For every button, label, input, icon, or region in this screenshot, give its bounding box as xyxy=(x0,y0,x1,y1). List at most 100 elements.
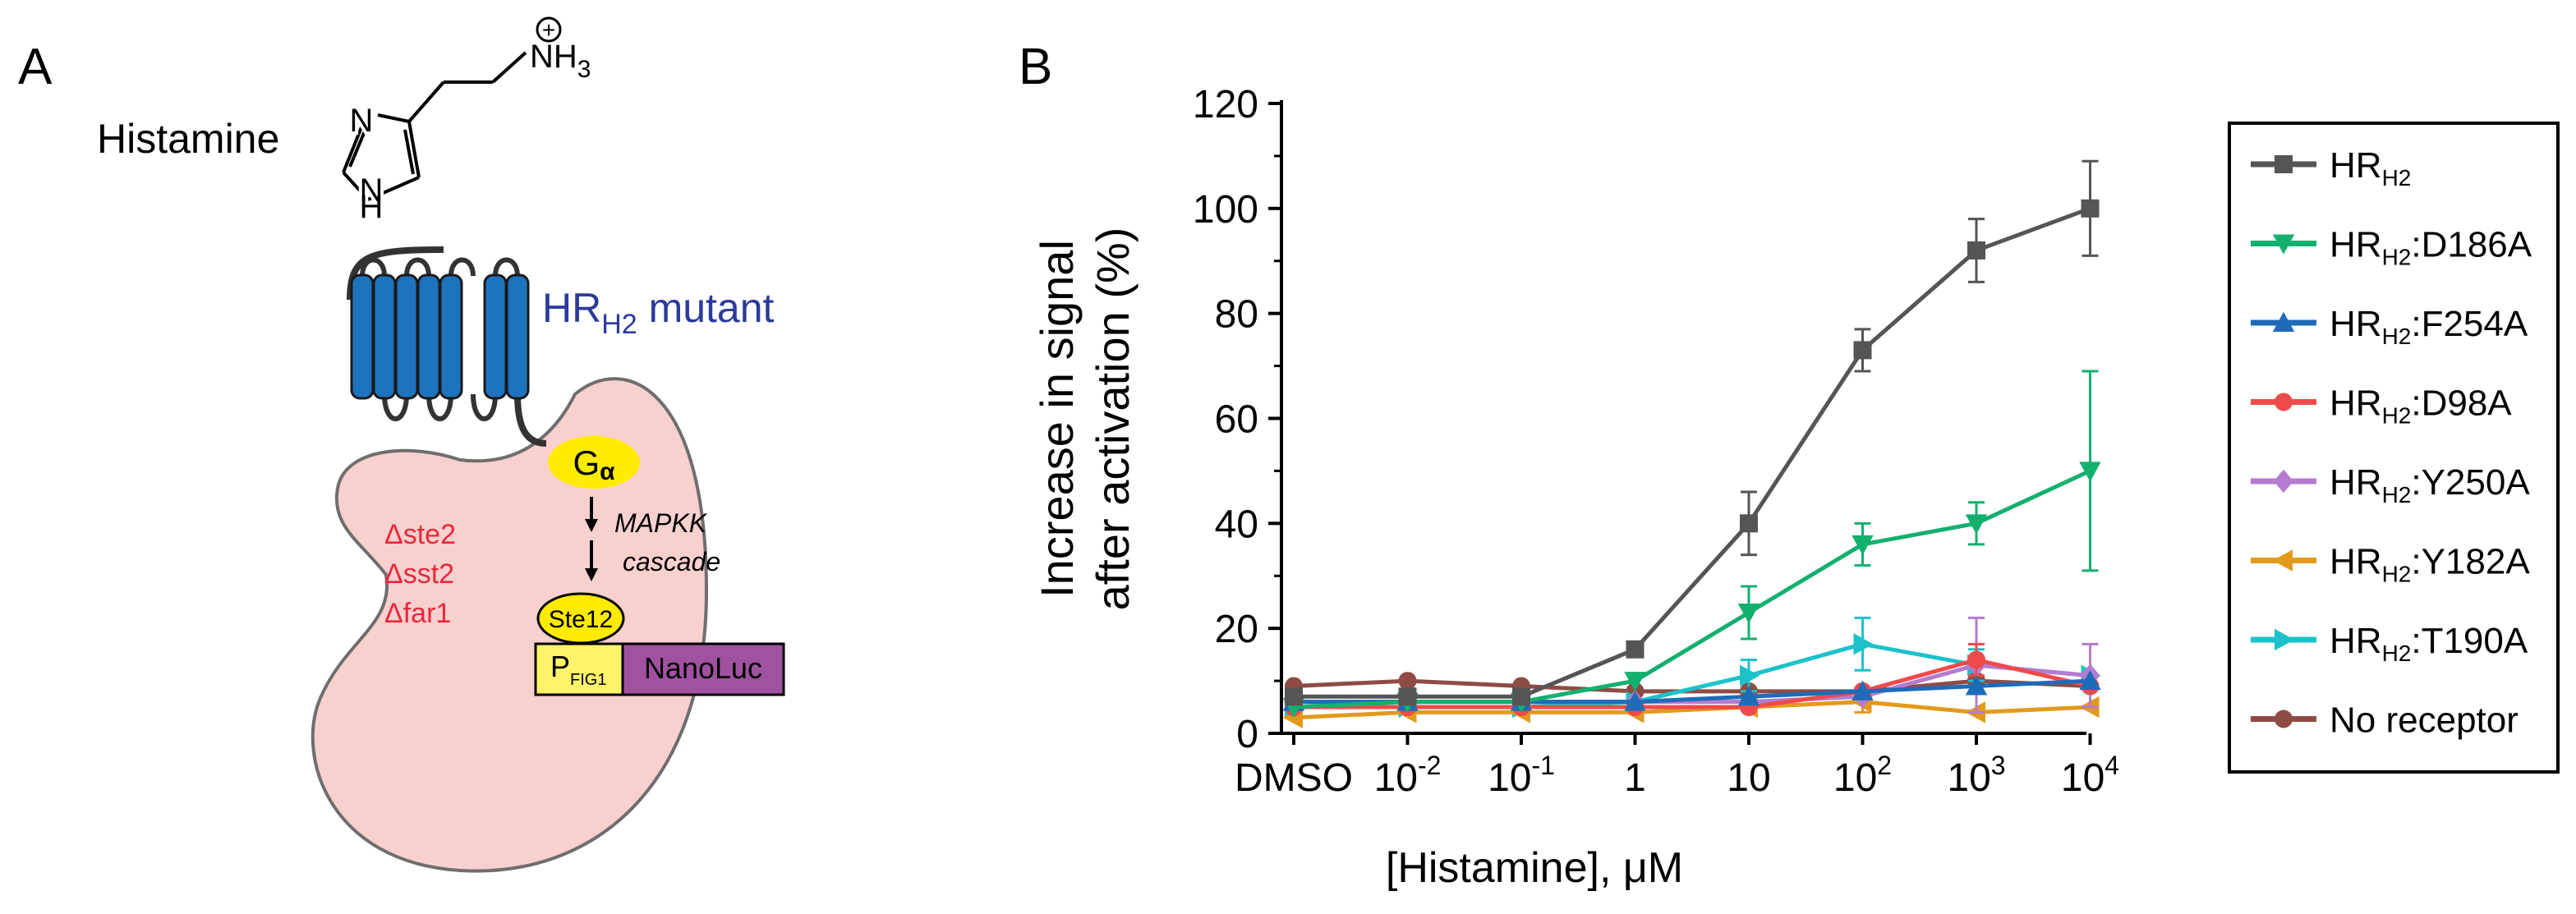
x-tick-label: 10-2 xyxy=(1374,751,1442,800)
y-tick-label: 0 xyxy=(1236,713,1258,756)
x-tick-label: 104 xyxy=(2061,751,2119,800)
deletion-sst2: Δsst2 xyxy=(384,558,454,590)
legend-item-hrh2: HRH2 xyxy=(2251,145,2411,191)
series-line-d98a xyxy=(1294,657,2091,710)
x-tick-label: DMSO xyxy=(1235,756,1353,800)
data-point-d186a xyxy=(1737,603,1760,624)
data-point-hrh2 xyxy=(1740,514,1758,533)
chart-series xyxy=(1282,159,2101,729)
data-point-hrh2 xyxy=(1285,687,1303,706)
series-hrh2 xyxy=(1285,159,2100,706)
legend-item-f254a: HRH2:F254A xyxy=(2251,304,2528,349)
receptor-subscript: H2 xyxy=(601,309,637,340)
ste12-label: Ste12 xyxy=(549,606,613,633)
panel-a-label: A xyxy=(18,39,53,95)
receptor-suffix: mutant xyxy=(637,285,775,331)
ring-h: H xyxy=(360,189,384,225)
deletion-far1: Δfar1 xyxy=(384,598,451,629)
positive-charge: + xyxy=(542,17,555,43)
data-point-hrh2 xyxy=(1853,341,1872,360)
y-tick-label: 20 xyxy=(1215,608,1258,651)
ring-n-bottom: N xyxy=(360,172,384,209)
y-axis-title: Increase in signal after activation (%) xyxy=(1031,227,1138,611)
legend-label: HRH2:D98A xyxy=(2330,384,2512,429)
y-tick-label: 80 xyxy=(1215,293,1258,337)
x-tick-label: 103 xyxy=(1947,751,2005,800)
chart-axes: 0 20 40 60 80 100 120 DMSO 10-2 10-1 1 10 102 103 104 xyxy=(1193,83,2119,800)
data-point-hrh2 xyxy=(1967,241,1985,260)
data-point-f254a xyxy=(1852,680,1874,700)
positive-charge-icon xyxy=(536,16,562,43)
y-axis-title-line1: Increase in signal xyxy=(1031,240,1083,598)
g-alpha-subscript: α xyxy=(600,458,615,485)
amine-nh: NH3 xyxy=(530,39,591,83)
legend-item-y182a: HRH2:Y182A xyxy=(2251,542,2530,587)
histamine-label: Histamine xyxy=(97,116,279,162)
data-point-d186a xyxy=(2079,462,2101,482)
receptor-label: HRH2 mutant xyxy=(542,285,775,340)
data-point-t190a xyxy=(1740,664,1760,687)
y-tick-label: 60 xyxy=(1215,398,1258,442)
cascade-label-2: cascade xyxy=(623,547,720,576)
series-line-hrh2 xyxy=(1294,206,2091,699)
y-tick-label: 100 xyxy=(1193,188,1258,232)
series-line-y182a xyxy=(1293,700,2091,720)
amine-subscript: 3 xyxy=(577,56,591,83)
y-tick-label: 120 xyxy=(1193,83,1258,126)
legend-label: HRH2:D186A xyxy=(2330,225,2532,270)
g-alpha-label: Gα xyxy=(573,443,615,485)
legend-label: No receptor xyxy=(2330,700,2518,741)
data-point-noreceptor xyxy=(1398,672,1417,691)
legend-item-y250a: HRH2:Y250A xyxy=(2251,462,2530,508)
data-point-f254a xyxy=(1737,686,1760,706)
legend-swatch-marker xyxy=(2275,628,2295,651)
yeast-cell-body xyxy=(310,377,709,873)
legend-item-d186a: HRH2:D186A xyxy=(2251,225,2532,270)
legend-swatch-marker xyxy=(2273,469,2294,494)
panel-b-label: B xyxy=(1019,39,1052,95)
legend-box xyxy=(2228,122,2560,774)
receptor-7tm-icon xyxy=(347,246,547,447)
chart-legend: HRH2 HRH2:D186A HRH2:F254A HRH2:D98A HRH2:Y2… xyxy=(2251,145,2532,741)
legend-label: HRH2:Y182A xyxy=(2330,542,2530,587)
data-point-hrh2 xyxy=(1626,640,1644,659)
y-tick-label: 40 xyxy=(1215,503,1258,546)
legend-swatch-marker xyxy=(2272,549,2293,572)
ring-n-top: N xyxy=(350,103,374,139)
x-tick-label: 102 xyxy=(1833,751,1892,800)
legend-label: HRH2:T190A xyxy=(2330,621,2528,666)
series-line-noreceptor xyxy=(1293,678,2091,694)
legend-label: HRH2:Y250A xyxy=(2330,462,2530,508)
g-alpha-icon xyxy=(548,436,640,489)
promoter-box xyxy=(534,642,624,696)
legend-swatch-marker xyxy=(2272,311,2295,332)
legend-swatch-marker xyxy=(2272,234,2295,255)
x-axis-title: [Histamine], μM xyxy=(1386,844,1683,892)
cascade-arrows-icon xyxy=(585,497,598,581)
data-point-d186a xyxy=(1624,672,1646,692)
legend-label: HRH2 xyxy=(2330,145,2411,191)
data-point-hrh2 xyxy=(1398,687,1417,706)
data-point-f254a xyxy=(2079,669,2101,691)
series-line-d186a xyxy=(1293,469,2091,710)
y-axis-title-line2: after activation (%) xyxy=(1087,227,1138,611)
legend-label: HRH2:F254A xyxy=(2330,304,2528,349)
legend-swatch-marker xyxy=(2275,710,2293,728)
data-point-f254a xyxy=(1624,691,1646,711)
legend-swatch-marker xyxy=(2275,155,2293,173)
reporter-label: NanoLuc xyxy=(644,651,762,685)
legend-item-noreceptor: No receptor xyxy=(2251,700,2518,741)
panel-a: A Histamine N N H NH3 + xyxy=(18,16,785,873)
data-point-f254a xyxy=(1965,675,1988,696)
data-point-hrh2 xyxy=(2081,199,2100,218)
cascade-label-1: MAPKK xyxy=(614,508,708,538)
legend-swatch-marker xyxy=(2275,393,2293,411)
x-tick-label: 1 xyxy=(1624,756,1646,800)
data-point-hrh2 xyxy=(1512,687,1530,706)
legend-item-d98a: HRH2:D98A xyxy=(2251,384,2512,429)
data-point-d186a xyxy=(1852,535,1874,556)
panel-b: B Increase in signal after activation (%… xyxy=(1019,39,2560,892)
data-point-t190a xyxy=(1853,633,1874,655)
x-tick-label: 10-1 xyxy=(1488,751,1555,800)
